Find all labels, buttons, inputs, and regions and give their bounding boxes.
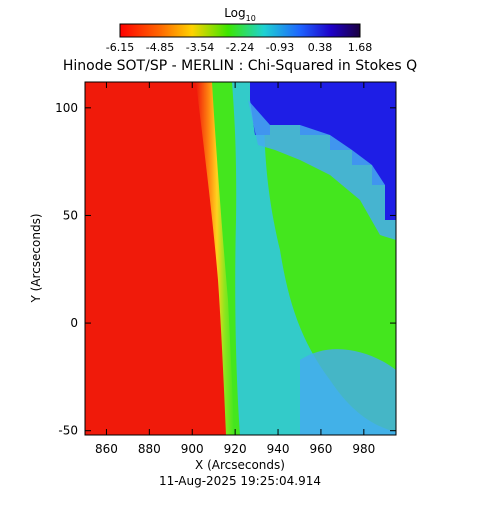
x-tick-label-1: 880 <box>138 442 161 456</box>
x-axis-label: X (Arcseconds) <box>195 458 285 472</box>
colorbar <box>119 23 361 38</box>
y-tick-label-1: 0 <box>70 316 78 330</box>
y-tick-label-3: 100 <box>55 101 78 115</box>
heatmap-light-blue-top <box>248 100 396 240</box>
colorbar-label: Log10 <box>224 6 256 23</box>
x-tick-label-2: 900 <box>181 442 204 456</box>
y-axis: -50 0 50 100 <box>55 101 396 438</box>
colorbar-ticks: -6.15 -4.85 -3.54 -2.24 -0.93 0.38 1.68 <box>106 41 372 54</box>
y-tick-label-2: 50 <box>63 208 78 222</box>
y-axis-label: Y (Arcseconds) <box>29 213 43 303</box>
x-tick-label-0: 860 <box>95 442 118 456</box>
x-axis: 860 880 900 920 940 960 980 <box>95 82 375 456</box>
colorbar-tick-label-5: 0.38 <box>308 41 333 54</box>
colorbar-tick-label-3: -2.24 <box>226 41 254 54</box>
x-tick-label-6: 980 <box>352 442 375 456</box>
x-tick-label-5: 960 <box>309 442 332 456</box>
plot-frame <box>84 81 397 436</box>
colorbar-tick-label-0: -6.15 <box>106 41 134 54</box>
colorbar-tick-label-6: 1.68 <box>348 41 373 54</box>
heatmap-image <box>85 82 396 435</box>
colorbar-tick-label-4: -0.93 <box>266 41 294 54</box>
x-tick-label-3: 920 <box>224 442 247 456</box>
heatmap-cyan-band <box>232 82 396 435</box>
heatmap-cyan-lower <box>300 349 396 435</box>
colorbar-tick-label-1: -4.85 <box>146 41 174 54</box>
chart-title: Hinode SOT/SP - MERLIN : Chi-Squared in … <box>63 58 417 74</box>
heatmap-limb-edge <box>196 82 234 435</box>
y-tick-label-0: -50 <box>58 424 78 438</box>
x-tick-label-4: 940 <box>267 442 290 456</box>
footer-timestamp: 11-Aug-2025 19:25:04.914 <box>159 474 321 488</box>
colorbar-tick-label-2: -3.54 <box>186 41 214 54</box>
heatmap-blue-region <box>250 82 396 220</box>
